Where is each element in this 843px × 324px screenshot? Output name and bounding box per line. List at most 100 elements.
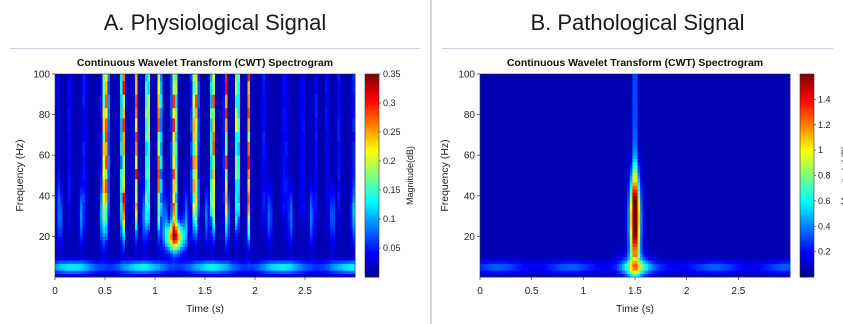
heatmap-cell	[120, 222, 123, 227]
heatmap-cell	[210, 84, 213, 88]
heatmap-cell	[145, 209, 148, 214]
heatmap-cell	[250, 90, 253, 95]
heatmap-cell	[200, 134, 203, 139]
heatmap-cell	[190, 111, 193, 115]
heatmap-cell	[215, 114, 218, 119]
heatmap-cell	[250, 151, 253, 156]
heatmap-cell	[237, 114, 241, 119]
heatmap-cell	[152, 263, 156, 268]
heatmap-cell	[135, 182, 138, 187]
heatmap-cell	[225, 192, 228, 197]
heatmap-cell	[227, 77, 231, 82]
heatmap-cell	[135, 260, 138, 264]
heatmap-cell	[72, 205, 76, 210]
heatmap-cell	[185, 195, 188, 200]
heatmap-cell	[242, 199, 246, 203]
heatmap-cell	[155, 229, 158, 234]
heatmap-cell	[85, 182, 88, 187]
heatmap-cell	[217, 155, 221, 159]
heatmap-cell	[217, 266, 221, 271]
heatmap-cell	[97, 199, 101, 203]
heatmap-cell	[110, 226, 113, 231]
heatmap-cell	[162, 165, 166, 170]
heatmap-cell	[217, 236, 221, 241]
heatmap-cell	[245, 80, 248, 85]
heatmap-cell	[192, 145, 196, 149]
heatmap-cell	[257, 189, 261, 193]
heatmap-cell	[182, 185, 186, 190]
heatmap-cell	[257, 219, 261, 224]
heatmap-cell	[172, 209, 176, 214]
heatmap-cell	[165, 246, 168, 251]
heatmap-cell	[55, 87, 58, 92]
heatmap-cell	[87, 266, 91, 271]
heatmap-cell	[212, 141, 216, 146]
heatmap-cell	[75, 97, 78, 102]
heatmap-cell	[122, 209, 126, 214]
heatmap-cell	[167, 87, 171, 92]
heatmap-cell	[202, 138, 206, 143]
heatmap-cell	[195, 161, 198, 166]
heatmap-cell	[242, 175, 246, 180]
heatmap-cell	[142, 104, 146, 109]
heatmap-cell	[95, 199, 98, 203]
heatmap-cell	[90, 90, 93, 95]
heatmap-cell	[242, 260, 246, 264]
heatmap-cell	[172, 192, 176, 197]
heatmap-cell	[127, 128, 131, 132]
heatmap-cell	[222, 199, 226, 203]
heatmap-cell	[185, 158, 188, 163]
heatmap-cell	[162, 199, 166, 203]
heatmap-cell	[160, 195, 163, 200]
heatmap-cell	[142, 90, 146, 95]
heatmap-cell	[152, 107, 156, 112]
heatmap-cell	[182, 114, 186, 119]
heatmap-cell	[170, 239, 173, 244]
heatmap-cell	[130, 212, 133, 217]
heatmap-cell	[212, 222, 216, 227]
heatmap-cell	[210, 226, 213, 231]
heatmap-cell	[167, 114, 171, 119]
heatmap-cell	[155, 117, 158, 122]
heatmap-cell	[152, 178, 156, 183]
heatmap-cell	[57, 226, 61, 231]
heatmap-cell	[175, 101, 178, 105]
heatmap-cell	[70, 243, 73, 247]
heatmap-cell	[260, 165, 263, 170]
heatmap-cell	[62, 168, 66, 173]
heatmap-cell	[225, 178, 228, 183]
heatmap-cell	[97, 151, 101, 156]
heatmap-cell	[207, 263, 211, 268]
heatmap-cell	[142, 77, 146, 82]
heatmap-cell	[220, 199, 223, 203]
heatmap-cell	[195, 266, 198, 271]
heatmap-cell	[145, 148, 148, 153]
heatmap-cell	[197, 195, 201, 200]
heatmap-cell	[192, 90, 196, 95]
heatmap-cell	[207, 151, 211, 156]
heatmap-cell	[185, 111, 188, 115]
heatmap-cell	[145, 263, 148, 268]
heatmap-cell	[255, 195, 258, 200]
heatmap-cell	[137, 141, 141, 146]
heatmap-cell	[190, 77, 193, 82]
heatmap-cell	[197, 233, 201, 237]
heatmap-cell	[107, 192, 111, 197]
heatmap-cell	[107, 260, 111, 264]
heatmap-cell	[132, 243, 136, 247]
heatmap-cell	[177, 185, 181, 190]
heatmap-cell	[140, 104, 143, 109]
heatmap-cell	[167, 185, 171, 190]
heatmap-cell	[257, 121, 261, 126]
heatmap-cell	[217, 84, 221, 88]
heatmap-cell	[250, 222, 253, 227]
heatmap-cell	[240, 165, 243, 170]
heatmap-cell	[62, 243, 66, 247]
heatmap-cell	[257, 111, 261, 115]
heatmap-cell	[57, 141, 61, 146]
heatmap-cell	[175, 148, 178, 153]
heatmap-cell	[215, 263, 218, 268]
heatmap-cell	[120, 202, 123, 207]
heatmap-cell	[242, 161, 246, 166]
heatmap-cell	[125, 219, 128, 224]
